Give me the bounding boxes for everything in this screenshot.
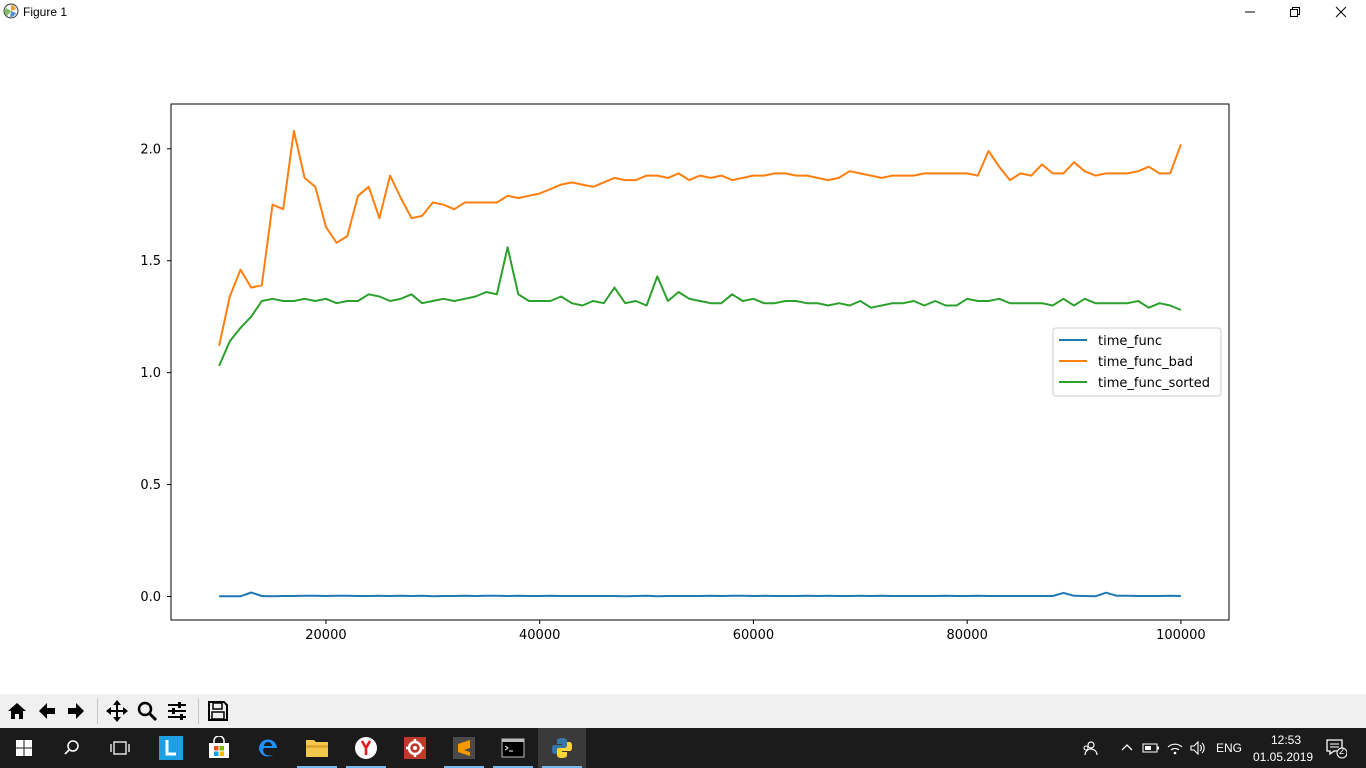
figure-canvas: 20000 40000 60000 80000 100000 0.0 0.5 1.0 1.5 2.… (0, 24, 1366, 694)
running-indicator (346, 766, 386, 768)
series-line-time_func_bad (218, 129, 1182, 347)
python-icon[interactable] (538, 728, 586, 768)
notification-center-icon[interactable]: 2 (1318, 728, 1354, 768)
configure-subplots-icon[interactable] (163, 696, 191, 726)
matplotlib-app-icon (3, 3, 19, 19)
x-tick-label: 40000 (519, 628, 560, 643)
y-tick-label: 1.0 (140, 366, 161, 381)
zoom-icon[interactable] (133, 696, 161, 726)
running-indicator (444, 766, 484, 768)
save-icon[interactable] (204, 696, 232, 726)
gear-app-icon[interactable] (391, 728, 439, 768)
toolbar-separator (97, 698, 98, 724)
y-tick-label: 1.5 (140, 254, 161, 269)
wifi-icon[interactable] (1164, 728, 1186, 768)
window-title-bar: Figure 1 (0, 0, 1366, 24)
window-title: Figure 1 (23, 5, 68, 19)
file-explorer-icon[interactable] (293, 728, 341, 768)
back-arrow-icon[interactable] (33, 696, 61, 726)
home-icon[interactable] (3, 696, 31, 726)
line-chart: 20000 40000 60000 80000 100000 0.0 0.5 1.0 1.5 2.… (140, 103, 1230, 643)
task-view-icon[interactable] (96, 728, 144, 768)
close-button[interactable] (1318, 0, 1364, 24)
search-icon[interactable] (48, 728, 96, 768)
notification-count-badge: 2 (1339, 746, 1345, 756)
sublime-text-icon[interactable] (440, 728, 488, 768)
L-app-icon[interactable] (147, 728, 195, 768)
restore-button[interactable] (1272, 0, 1318, 24)
axes-frame (170, 103, 1230, 621)
navigation-toolbar (0, 694, 1366, 728)
legend-label: time_func_bad (1098, 355, 1193, 370)
x-tick-label: 100000 (1156, 628, 1206, 643)
minimize-button[interactable] (1227, 0, 1273, 24)
legend-box (1052, 327, 1222, 397)
volume-icon[interactable] (1187, 728, 1209, 768)
legend-label: time_func_sorted (1098, 376, 1210, 391)
forward-arrow-icon[interactable] (62, 696, 90, 726)
start-icon[interactable] (0, 728, 48, 768)
series-line-time_func_sorted (218, 246, 1182, 367)
input-language-indicator[interactable]: ENG (1216, 741, 1243, 755)
clock-time[interactable]: 12:53 (1270, 733, 1302, 747)
y-tick-label: 0.5 (140, 478, 161, 493)
x-tick-label: 80000 (946, 628, 987, 643)
terminal-icon[interactable] (489, 728, 537, 768)
legend-label: time_func (1098, 334, 1162, 349)
x-tick-label: 20000 (305, 628, 346, 643)
pan-icon[interactable] (103, 696, 131, 726)
store-icon[interactable] (195, 728, 243, 768)
running-indicator (493, 766, 533, 768)
yandex-icon[interactable] (342, 728, 390, 768)
running-indicator (297, 766, 337, 768)
edge-icon[interactable] (244, 728, 292, 768)
running-indicator (542, 766, 582, 768)
toolbar-separator (198, 698, 199, 724)
people-icon[interactable] (1068, 728, 1112, 768)
battery-icon[interactable] (1140, 728, 1162, 768)
y-tick-label: 0.0 (140, 590, 161, 605)
windows-taskbar: ENG 12:53 01.05.2019 2 (0, 728, 1366, 768)
y-tick-label: 2.0 (140, 142, 161, 157)
series-line-time_func (219, 591, 1181, 598)
show-hidden-icons-chevron-icon[interactable] (1116, 728, 1138, 768)
x-tick-label: 60000 (733, 628, 774, 643)
clock-date[interactable]: 01.05.2019 (1253, 750, 1314, 764)
